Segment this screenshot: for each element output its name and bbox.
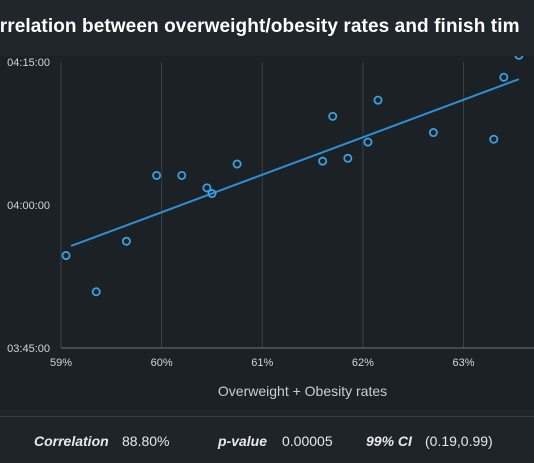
chart-title: orrelation between overweight/obesity ra… xyxy=(0,16,520,37)
data-point xyxy=(61,251,71,261)
data-point xyxy=(428,128,438,138)
y-tick-label: 04:15:00 xyxy=(7,57,50,69)
pvalue-label: p-value xyxy=(218,433,268,449)
x-tick-label: 63% xyxy=(453,357,475,369)
data-point xyxy=(514,56,524,60)
data-point xyxy=(343,153,353,163)
trend-line xyxy=(70,78,520,247)
data-point xyxy=(232,159,242,169)
data-point xyxy=(152,170,162,180)
data-point xyxy=(499,72,509,82)
title-bar: orrelation between overweight/obesity ra… xyxy=(0,0,534,56)
x-axis-title: Overweight + Obesity rates xyxy=(218,383,387,399)
data-point xyxy=(177,170,187,180)
data-point xyxy=(91,287,101,297)
x-tick-label: 62% xyxy=(352,357,374,369)
stats-bar: Correlation 88.80% p-value 0.00005 99% C… xyxy=(0,416,534,463)
data-point xyxy=(373,95,383,105)
scatter-chart: 03:45:00 04:00:00 04:15:00 59% 60% 61% 62% 63% O… xyxy=(7,56,534,399)
data-point xyxy=(202,183,212,193)
ci-value: (0.19,0.99) xyxy=(425,433,493,449)
data-point xyxy=(328,111,338,121)
x-tick-label: 59% xyxy=(50,357,72,369)
data-point xyxy=(489,134,499,144)
data-point xyxy=(363,137,373,147)
correlation-label: Correlation xyxy=(34,433,109,449)
x-tick-label: 60% xyxy=(151,357,173,369)
ci-label: 99% CI xyxy=(366,433,412,449)
pvalue-value: 0.00005 xyxy=(282,433,333,449)
x-tick-label: 61% xyxy=(251,357,273,369)
correlation-value: 88.80% xyxy=(122,433,170,449)
chart-area: 03:45:00 04:00:00 04:15:00 59% 60% 61% 62% 63% O… xyxy=(0,56,534,410)
y-tick-label: 03:45:00 xyxy=(7,343,50,355)
data-point xyxy=(318,156,328,166)
data-point xyxy=(207,189,217,199)
data-point xyxy=(121,236,131,246)
y-tick-label: 04:00:00 xyxy=(7,200,50,212)
